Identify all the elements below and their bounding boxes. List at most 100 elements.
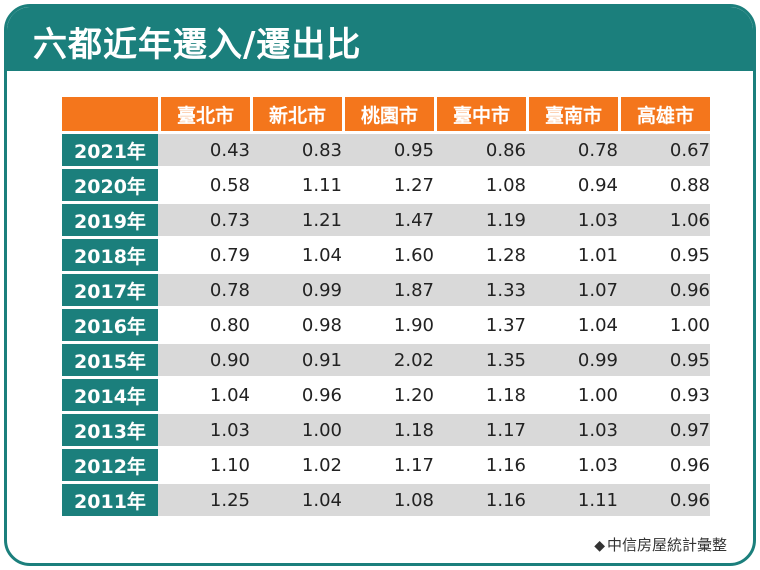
- value-cell: 0.94: [577, 174, 618, 196]
- value-cell: 1.04: [577, 314, 618, 336]
- header-corner: [62, 97, 158, 131]
- value-cell: 0.95: [669, 244, 710, 266]
- column-header: 桃園市: [342, 97, 434, 131]
- column-header: 新北市: [250, 97, 342, 131]
- value-cell: 0.78: [158, 274, 250, 306]
- value-cell: 1.02: [301, 454, 342, 476]
- value-cell: 0.99: [250, 274, 342, 306]
- value-cell: 1.27: [393, 174, 434, 196]
- value-cell: 1.03: [526, 204, 618, 236]
- value-cell: 1.03: [577, 454, 618, 476]
- value-cell: 1.07: [526, 274, 618, 306]
- value-cell: 0.93: [669, 384, 710, 406]
- year-cell: 2013年: [62, 414, 158, 446]
- value-cell: 1.11: [301, 174, 342, 196]
- value-cell: 1.04: [301, 244, 342, 266]
- value-cell: 0.90: [158, 344, 250, 376]
- value-cell: 1.00: [577, 384, 618, 406]
- value-cell: 1.04: [250, 484, 342, 516]
- ratio-table: 臺北市 新北市 桃園市 臺中市 臺南市 高雄市 2021年 0.43 0.83 0.9…: [62, 94, 710, 519]
- source-text: 中信房屋統計彙整: [606, 536, 727, 554]
- year-cell: 2017年: [62, 274, 158, 306]
- value-cell: 1.90: [393, 314, 434, 336]
- year-cell: 2012年: [62, 449, 158, 481]
- table-row: 2016年 0.80 0.98 1.90 1.37 1.04 1.00: [62, 309, 710, 341]
- value-cell: 1.10: [209, 454, 250, 476]
- table-row: 2013年 1.03 1.00 1.18 1.17 1.03 0.97: [62, 414, 710, 446]
- value-cell: 1.28: [485, 244, 526, 266]
- value-cell: 1.33: [434, 274, 526, 306]
- value-cell: 0.95: [342, 134, 434, 166]
- value-cell: 1.03: [158, 414, 250, 446]
- value-cell: 0.96: [618, 274, 710, 306]
- value-cell: 1.20: [393, 384, 434, 406]
- year-cell: 2015年: [62, 344, 158, 376]
- column-header: 臺北市: [158, 97, 250, 131]
- value-cell: 0.80: [209, 314, 250, 336]
- value-cell: 1.87: [342, 274, 434, 306]
- value-cell: 1.25: [158, 484, 250, 516]
- header-row: 臺北市 新北市 桃園市 臺中市 臺南市 高雄市: [62, 97, 710, 131]
- value-cell: 0.79: [209, 244, 250, 266]
- value-cell: 0.67: [618, 134, 710, 166]
- card-frame: 六都近年遷入/遷出比 臺北市 新北市 桃園市 臺中市 臺南市 高雄市 2021年…: [4, 4, 756, 566]
- value-cell: 0.96: [669, 454, 710, 476]
- value-cell: 1.47: [342, 204, 434, 236]
- value-cell: 1.03: [526, 414, 618, 446]
- value-cell: 1.06: [618, 204, 710, 236]
- value-cell: 1.17: [393, 454, 434, 476]
- value-cell: 0.73: [158, 204, 250, 236]
- title-bar: 六都近年遷入/遷出比: [7, 7, 753, 71]
- value-cell: 0.96: [618, 484, 710, 516]
- table-row: 2015年 0.90 0.91 2.02 1.35 0.99 0.95: [62, 344, 710, 376]
- value-cell: 0.58: [209, 174, 250, 196]
- value-cell: 1.16: [485, 454, 526, 476]
- value-cell: 1.00: [669, 314, 710, 336]
- table-row: 2014年 1.04 0.96 1.20 1.18 1.00 0.93: [62, 379, 710, 411]
- table-row: 2011年 1.25 1.04 1.08 1.16 1.11 0.96: [62, 484, 710, 516]
- value-cell: 1.19: [434, 204, 526, 236]
- table-row: 2018年 0.79 1.04 1.60 1.28 1.01 0.95: [62, 239, 710, 271]
- column-header: 高雄市: [618, 97, 710, 131]
- value-cell: 0.95: [618, 344, 710, 376]
- value-cell: 0.99: [526, 344, 618, 376]
- year-cell: 2021年: [62, 134, 158, 166]
- value-cell: 1.17: [434, 414, 526, 446]
- value-cell: 0.97: [618, 414, 710, 446]
- value-cell: 1.35: [434, 344, 526, 376]
- value-cell: 1.08: [342, 484, 434, 516]
- value-cell: 1.08: [485, 174, 526, 196]
- value-cell: 1.21: [250, 204, 342, 236]
- page-title: 六都近年遷入/遷出比: [33, 25, 362, 65]
- year-cell: 2011年: [62, 484, 158, 516]
- table-row: 2020年 0.58 1.11 1.27 1.08 0.94 0.88: [62, 169, 710, 201]
- value-cell: 0.83: [250, 134, 342, 166]
- value-cell: 1.00: [250, 414, 342, 446]
- year-cell: 2018年: [62, 239, 158, 271]
- value-cell: 1.60: [393, 244, 434, 266]
- table-body: 2021年 0.43 0.83 0.95 0.86 0.78 0.67 2020年 0.58 1.…: [62, 134, 710, 516]
- value-cell: 1.18: [342, 414, 434, 446]
- year-cell: 2016年: [62, 309, 158, 341]
- value-cell: 0.86: [434, 134, 526, 166]
- value-cell: 0.96: [301, 384, 342, 406]
- value-cell: 0.78: [526, 134, 618, 166]
- value-cell: 1.04: [209, 384, 250, 406]
- column-header: 臺南市: [526, 97, 618, 131]
- value-cell: 0.91: [250, 344, 342, 376]
- value-cell: 1.01: [577, 244, 618, 266]
- value-cell: 1.11: [526, 484, 618, 516]
- value-cell: 1.16: [434, 484, 526, 516]
- diamond-icon: ◆: [594, 538, 605, 554]
- year-cell: 2019年: [62, 204, 158, 236]
- value-cell: 2.02: [342, 344, 434, 376]
- value-cell: 0.88: [669, 174, 710, 196]
- table-row: 2017年 0.78 0.99 1.87 1.33 1.07 0.96: [62, 274, 710, 306]
- year-cell: 2020年: [62, 169, 158, 201]
- year-cell: 2014年: [62, 379, 158, 411]
- value-cell: 0.98: [301, 314, 342, 336]
- table-row: 2021年 0.43 0.83 0.95 0.86 0.78 0.67: [62, 134, 710, 166]
- source-note: ◆ 中信房屋統計彙整: [594, 534, 727, 555]
- table-row: 2012年 1.10 1.02 1.17 1.16 1.03 0.96: [62, 449, 710, 481]
- value-cell: 1.37: [485, 314, 526, 336]
